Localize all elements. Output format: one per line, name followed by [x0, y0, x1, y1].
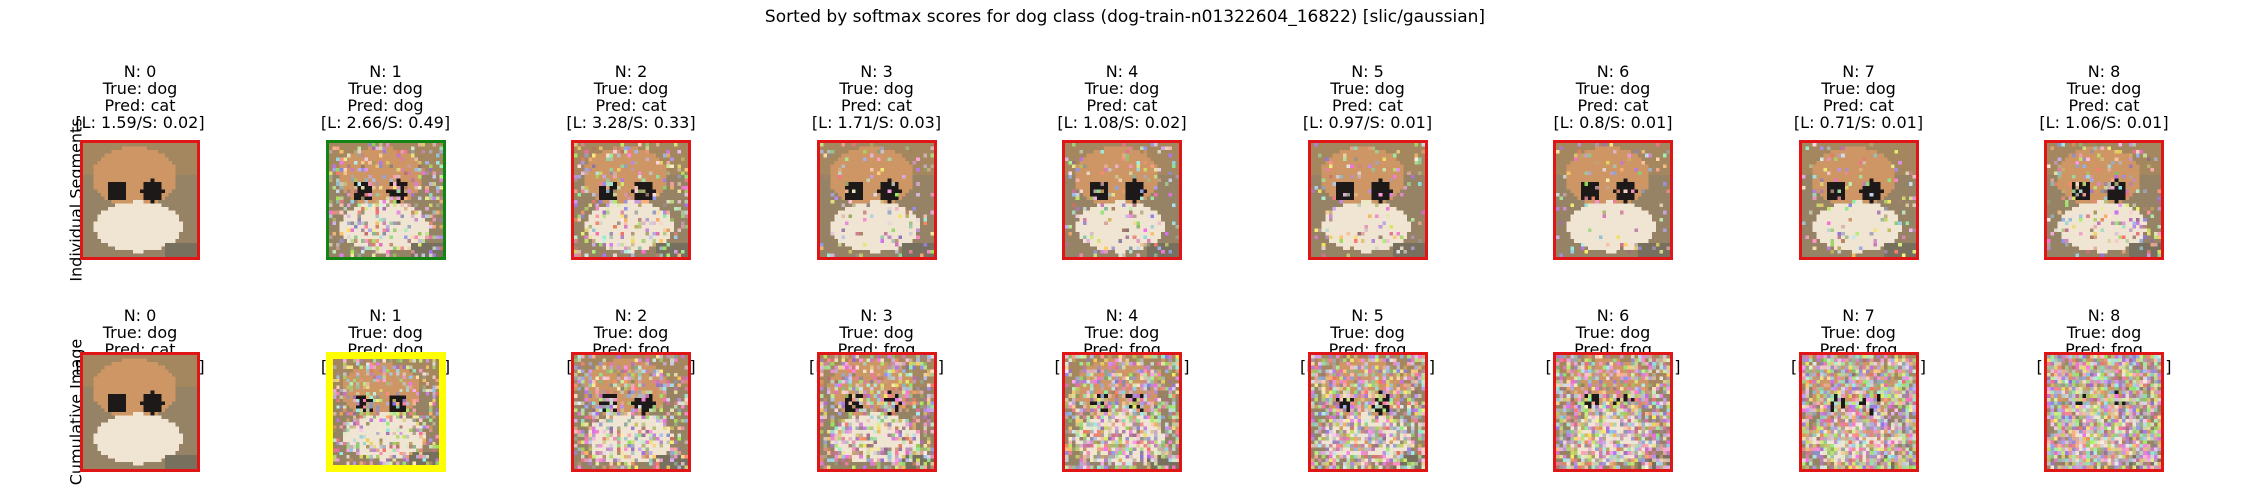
- true-label: True: dog: [1330, 323, 1405, 342]
- thumbnail-image: [1798, 352, 1919, 472]
- thumbnail-image: [1553, 352, 1673, 472]
- panel-n-label: N: 6: [1596, 62, 1630, 81]
- panel-n-label: N: 3: [860, 62, 893, 81]
- true-label: True: dog: [102, 79, 178, 98]
- panel-title: N: 4 True: dog Pred: cat [L: 1.08/S: 0.02]: [1022, 63, 1222, 131]
- true-label: True: dog: [348, 79, 423, 98]
- logit-softmax-label: [L: 3.28/S: 0.33]: [566, 113, 696, 132]
- pred-label: Pred: cat: [1823, 96, 1894, 115]
- panel-n-label: N: 8: [2087, 62, 2121, 81]
- logit-softmax-label: [L: 1.08/S: 0.02]: [1057, 113, 1187, 132]
- panel-title: N: 5 True: dog Pred: cat [L: 0.97/S: 0.01]: [1268, 63, 1468, 131]
- pred-label: Pred: cat: [1332, 96, 1403, 115]
- logit-softmax-label: [L: 2.66/S: 0.49]: [320, 113, 451, 132]
- thumbnail-image: [1062, 140, 1182, 260]
- thumbnail-image: [816, 352, 937, 472]
- thumbnail-image: [1798, 140, 1919, 260]
- panel-n-label: N: 8: [2087, 306, 2121, 325]
- thumbnail-image: [1307, 140, 1428, 260]
- panel-title: N: 3 True: dog Pred: cat [L: 1.71/S: 0.03]: [777, 63, 977, 131]
- panel-title: N: 8 True: dog Pred: cat [L: 1.06/S: 0.01]: [2004, 63, 2204, 131]
- pred-label: Pred: cat: [1086, 96, 1158, 115]
- thumbnail-image: [1553, 140, 1673, 260]
- true-label: True: dog: [2066, 323, 2142, 342]
- true-label: True: dog: [1084, 323, 1160, 342]
- thumbnail-image: [2044, 140, 2164, 260]
- panel-n-label: N: 4: [1105, 306, 1139, 325]
- pred-label: Pred: cat: [104, 96, 176, 115]
- true-label: True: dog: [593, 79, 669, 98]
- true-label: True: dog: [593, 323, 669, 342]
- panel-n-label: N: 7: [1842, 62, 1875, 81]
- true-label: True: dog: [839, 323, 914, 342]
- thumbnail-image: [571, 352, 691, 472]
- thumbnail-image: [80, 140, 200, 260]
- true-label: True: dog: [348, 323, 423, 342]
- panel-n-label: N: 2: [614, 306, 648, 325]
- thumbnail-image: [1062, 352, 1182, 472]
- true-label: True: dog: [1084, 79, 1160, 98]
- thumbnail-image: [1307, 352, 1428, 472]
- pred-label: Pred: dog: [347, 96, 424, 115]
- panel-n-label: N: 7: [1842, 306, 1875, 325]
- panel-n-label: N: 5: [1351, 62, 1384, 81]
- figure-title: Sorted by softmax scores for dog class (…: [764, 7, 1486, 27]
- thumbnail-image: [2044, 352, 2164, 472]
- thumbnail-image: [325, 352, 446, 472]
- logit-softmax-label: [L: 0.8/S: 0.01]: [1553, 113, 1673, 132]
- pred-label: Pred: cat: [2068, 96, 2140, 115]
- panel-title: N: 7 True: dog Pred: cat [L: 0.71/S: 0.01]: [1759, 63, 1959, 131]
- true-label: True: dog: [1821, 79, 1896, 98]
- true-label: True: dog: [839, 79, 914, 98]
- panel-n-label: N: 5: [1351, 306, 1384, 325]
- logit-softmax-label: [L: 0.97/S: 0.01]: [1302, 113, 1433, 132]
- thumbnail-image: [80, 352, 200, 472]
- pred-label: Pred: cat: [1577, 96, 1649, 115]
- panel-n-label: N: 4: [1105, 62, 1139, 81]
- thumbnail-image: [571, 140, 691, 260]
- pred-label: Pred: cat: [841, 96, 912, 115]
- thumbnail-image: [325, 140, 446, 260]
- true-label: True: dog: [2066, 79, 2142, 98]
- panel-title: N: 2 True: dog Pred: cat [L: 3.28/S: 0.33]: [531, 63, 731, 131]
- panel-n-label: N: 0: [123, 306, 157, 325]
- panel-title: N: 6 True: dog Pred: cat [L: 0.8/S: 0.01]: [1513, 63, 1713, 131]
- panel-n-label: N: 6: [1596, 306, 1630, 325]
- true-label: True: dog: [1575, 323, 1651, 342]
- panel-n-label: N: 1: [369, 62, 402, 81]
- panel-n-label: N: 0: [123, 62, 157, 81]
- panel-n-label: N: 3: [860, 306, 893, 325]
- true-label: True: dog: [1330, 79, 1405, 98]
- true-label: True: dog: [1821, 323, 1896, 342]
- panel-n-label: N: 2: [614, 62, 648, 81]
- pred-label: Pred: cat: [595, 96, 667, 115]
- logit-softmax-label: [L: 1.06/S: 0.01]: [2039, 113, 2169, 132]
- panel-n-label: N: 1: [369, 306, 402, 325]
- true-label: True: dog: [102, 323, 178, 342]
- logit-softmax-label: [L: 0.71/S: 0.01]: [1793, 113, 1924, 132]
- thumbnail-image: [816, 140, 937, 260]
- true-label: True: dog: [1575, 79, 1651, 98]
- logit-softmax-label: [L: 1.59/S: 0.02]: [75, 113, 205, 132]
- logit-softmax-label: [L: 1.71/S: 0.03]: [811, 113, 942, 132]
